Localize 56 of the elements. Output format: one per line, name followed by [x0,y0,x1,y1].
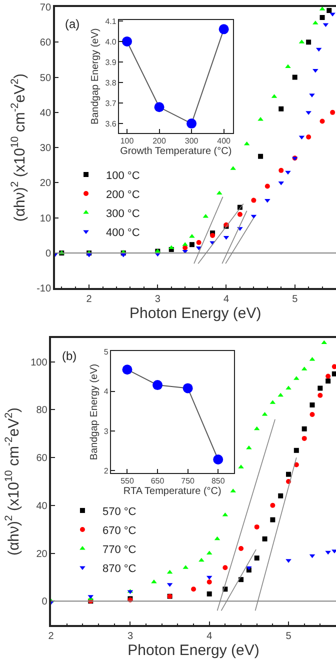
x-tick-label: 4 [223,294,230,305]
y-tick-label: 70 [40,2,52,14]
y-tick-label: 30 [40,143,52,154]
annotation: (a) [65,17,80,31]
x-tick-label: 3 [127,630,134,642]
y-tick-label: 3 [104,426,109,436]
y-tick-label: 3.8 [105,78,117,88]
y-tick-label: 100 [30,357,48,368]
y-tick-label: 4 [104,387,109,396]
y-tick-label: 20 [40,178,52,190]
y-tick-label: 4.0 [105,37,117,46]
y-tick-label: 10 [40,213,52,224]
legend-label: 770 °C [102,544,136,556]
legend-label: 200 °C [106,188,140,201]
legend-label: 870 °C [102,562,136,575]
legend-label: 400 °C [106,226,140,239]
x-axis-title: Photon Energy (eV) [128,642,260,659]
y-tick-label: 60 [40,38,52,49]
y-axis-title: Bandgap Energy (eV) [90,28,102,124]
legend-label: 300 °C [106,208,140,220]
x-axis-title: Photon Energy (eV) [130,304,262,322]
annotation: (b) [62,349,77,363]
x-tick-label: 300 [184,136,199,146]
y-tick-label: 40 [40,108,52,119]
y-tick-label: 40 [36,500,48,512]
x-tick-label: 100 [120,136,134,146]
y-tick-label: 0 [45,248,52,260]
y-tick-label: 2 [104,466,109,476]
y-tick-label: 0 [42,596,48,608]
y-tick-label: 20 [36,548,48,560]
y-tick-label: 3.6 [105,119,117,128]
y-tick-label: -10 [36,284,52,295]
x-tick-label: 550 [120,476,134,486]
x-tick-label: 850 [211,476,226,486]
y-tick-label: 3.7 [105,98,117,108]
y-tick-label: 4.1 [105,16,117,26]
x-tick-label: 2 [86,294,92,305]
x-axis-title: Growth Temperature (°C) [120,146,232,157]
x-tick-label: 400 [217,136,232,146]
x-tick-label: 650 [150,476,165,486]
x-axis-title: RTA Temperature (°C) [123,486,222,498]
x-tick-label: 5 [292,294,298,305]
x-tick-label: 4 [206,630,213,642]
x-tick-label: 5 [286,630,292,642]
legend-label: 100 °C [106,170,140,182]
y-tick-label: 5 [104,348,109,357]
legend-label: 670 °C [102,524,136,537]
y-axis-title: Bandgap Energy (eV) [88,364,100,460]
y-tick-label: 80 [36,405,48,416]
y-tick-label: 50 [40,72,52,84]
y-tick-label: 60 [36,453,48,464]
legend-label: 570 °C [102,506,136,518]
x-tick-label: 200 [152,136,166,146]
y-tick-label: 3.9 [105,58,117,67]
x-tick-label: 750 [181,476,196,486]
x-tick-label: 3 [154,294,161,305]
